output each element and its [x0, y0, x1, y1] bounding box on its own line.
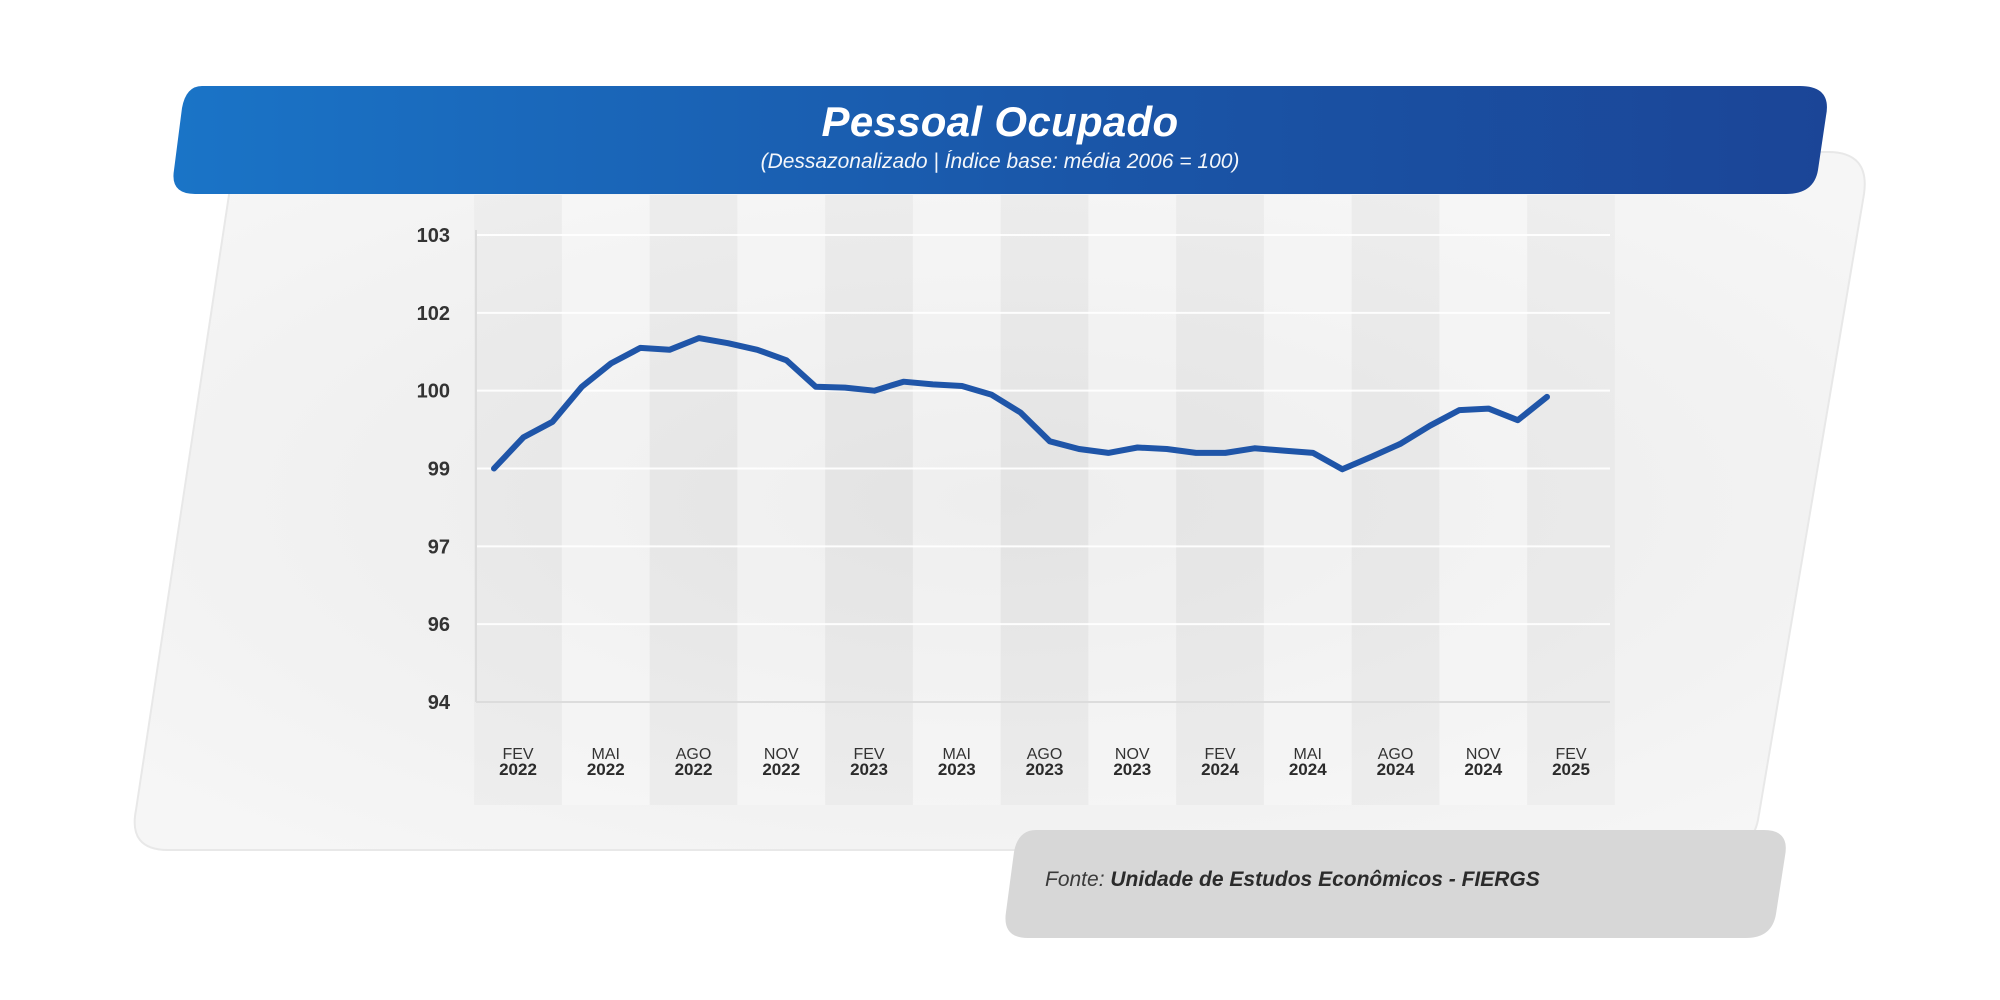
column-band: [737, 195, 826, 805]
x-tick-year: 2024: [1464, 760, 1502, 779]
x-tick-year: 2023: [938, 760, 976, 779]
source-prefix: Fonte:: [1045, 868, 1111, 891]
x-tick-year: 2024: [1289, 760, 1327, 779]
x-tick-year: 2022: [587, 760, 625, 779]
x-tick-year: 2025: [1552, 760, 1590, 779]
column-band: [1088, 195, 1177, 805]
y-tick-label: 99: [428, 459, 450, 481]
column-band: [1263, 195, 1352, 805]
y-tick-label: 94: [428, 692, 451, 714]
column-band: [1439, 195, 1528, 805]
chart-subtitle: (Dessazonalizado | Índice base: média 20…: [760, 150, 1240, 173]
axes: [475, 230, 1610, 703]
x-tick-month: AGO: [676, 746, 712, 763]
x-tick-labels: FEV2022MAI2022AGO2022NOV2022FEV2023MAI20…: [499, 746, 1590, 779]
x-tick-year: 2022: [762, 760, 800, 779]
source-note: Fonte: Unidade de Estudos Econômicos - F…: [1045, 868, 1540, 892]
y-tick-label: 100: [417, 381, 450, 403]
y-tick-label: 97: [428, 536, 450, 558]
x-tick-month: NOV: [764, 746, 799, 763]
column-band: [1352, 195, 1440, 805]
column-band: [825, 195, 913, 805]
column-band: [912, 195, 1001, 805]
x-tick-month: MAI: [1294, 746, 1322, 763]
column-band: [561, 195, 650, 805]
x-tick-year: 2023: [1113, 760, 1151, 779]
x-tick-month: FEV: [1555, 746, 1586, 763]
x-tick-month: AGO: [1378, 746, 1414, 763]
x-tick-month: FEV: [853, 746, 884, 763]
x-tick-year: 2024: [1377, 760, 1415, 779]
x-tick-month: AGO: [1027, 746, 1063, 763]
header-banner: [173, 86, 1827, 194]
source-box: [1005, 830, 1786, 938]
column-band: [1176, 195, 1264, 805]
column-band: [650, 195, 738, 805]
x-tick-year: 2024: [1201, 760, 1239, 779]
x-tick-month: MAI: [592, 746, 620, 763]
column-band: [1527, 195, 1615, 805]
y-tick-labels: 103 102 100 99 97 96 94: [417, 225, 451, 714]
x-tick-month: FEV: [502, 746, 533, 763]
y-tick-label: 102: [417, 303, 450, 325]
chart-title: Pessoal Ocupado: [821, 98, 1179, 145]
x-tick-month: NOV: [1466, 746, 1501, 763]
column-band: [474, 195, 562, 805]
column-band: [1001, 195, 1089, 805]
column-bands: [474, 195, 1615, 805]
gridlines: [476, 234, 1610, 626]
x-tick-month: MAI: [943, 746, 971, 763]
x-tick-month: FEV: [1204, 746, 1235, 763]
x-tick-month: NOV: [1115, 746, 1150, 763]
x-tick-year: 2023: [1026, 760, 1064, 779]
series-line: [491, 335, 1550, 473]
header: Pessoal Ocupado (Dessazonalizado | Índic…: [175, 86, 1825, 194]
x-tick-year: 2022: [499, 760, 537, 779]
x-tick-year: 2023: [850, 760, 888, 779]
y-tick-label: 103: [417, 225, 450, 247]
x-tick-year: 2022: [675, 760, 713, 779]
source-name: Unidade de Estudos Econômicos - FIERGS: [1110, 868, 1540, 891]
y-tick-label: 96: [428, 614, 450, 636]
